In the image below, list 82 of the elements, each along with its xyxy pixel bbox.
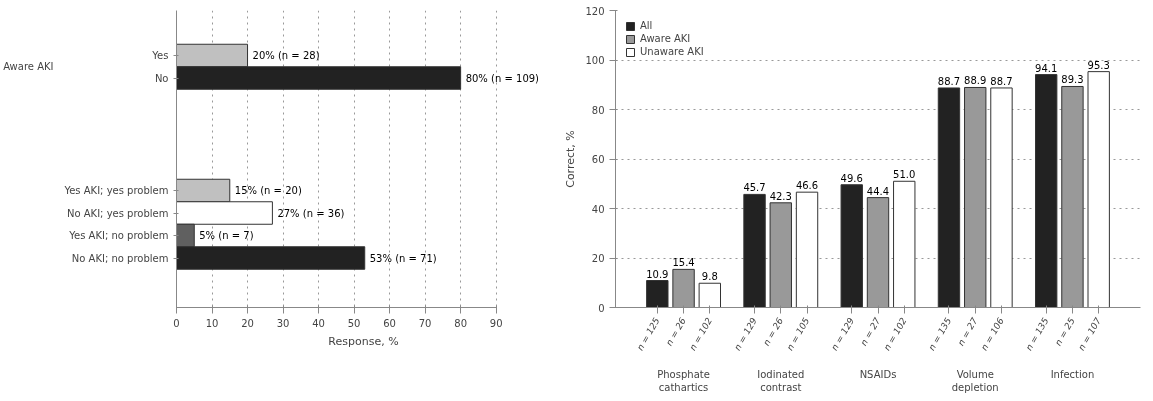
x-tick-label: 90 [489, 317, 503, 329]
data-label: 51.0 [893, 169, 916, 181]
text: n = 102 [881, 315, 909, 353]
bar [1035, 74, 1058, 308]
bar [646, 280, 669, 308]
x-tick-label: 10 [205, 317, 219, 329]
x-tick-label: 50 [347, 317, 361, 329]
x-tick-label: 60 [383, 317, 396, 329]
x-tick-label: 20 [241, 317, 254, 329]
text: n = 27 [858, 315, 883, 348]
data-label: 46.6 [795, 180, 819, 192]
x-tick-label: Volume depletion [951, 368, 999, 393]
text: n = 25 [1052, 315, 1077, 348]
data-label: 42.3 [769, 190, 792, 202]
data-label: 88.7 [937, 75, 961, 87]
data-label: 44.4 [866, 185, 890, 197]
bar [698, 282, 721, 308]
bar [840, 184, 863, 308]
y-tick-label: 0 [598, 302, 605, 314]
x-axis-title: Response, % [328, 334, 399, 348]
x-tick-label: NSAIDs [859, 368, 897, 380]
legend-label: Unaware AKI [640, 46, 704, 57]
bar [672, 268, 695, 308]
bar [743, 193, 766, 308]
data-label: 80% (n = 109) [465, 72, 540, 84]
y-tick-label: 120 [585, 5, 605, 17]
x-tick-label: 80 [454, 317, 468, 329]
data-label: 27% (n = 36) [277, 207, 345, 219]
x-tick-label: 70 [418, 317, 432, 329]
x-tick-label: 40 [312, 317, 325, 329]
y-tick-label: Yes AKI; yes problem [63, 185, 169, 196]
text: Aware AKI [3, 61, 54, 73]
text: n = 27 [955, 315, 980, 348]
x-tick-label: 30 [276, 317, 290, 329]
text: n = 26 [664, 315, 689, 348]
y-tick-label: 80 [591, 104, 605, 116]
data-label: 88.7 [990, 75, 1013, 87]
x-tick-label: Infection [1050, 368, 1095, 380]
text: n = 102 [687, 315, 715, 353]
legend-label: All [640, 20, 654, 31]
data-label: 9.8 [701, 271, 718, 283]
x-tick-label: Phosphate cathartics [657, 368, 710, 393]
x-tick-label: 0 [173, 317, 180, 329]
y-tick-label: 100 [585, 55, 605, 66]
bar [866, 197, 890, 308]
data-label: 53% (n = 71) [369, 252, 437, 264]
data-label: 15% (n = 20) [234, 185, 302, 196]
y-tick-label: Yes [151, 50, 169, 61]
data-label: 15.4 [672, 257, 695, 269]
y-tick-label: 20 [591, 253, 605, 264]
y-tick-label: Yes AKI; no problem [68, 230, 169, 241]
data-label: 94.1 [1035, 62, 1058, 74]
y-tick-label: 60 [591, 154, 605, 165]
y-tick-label: No AKI; yes problem [66, 207, 169, 219]
text: n = 125 [634, 315, 662, 353]
bar [893, 180, 916, 308]
y-tick-label: 40 [591, 203, 605, 215]
text: n = 135 [926, 315, 954, 353]
text: n = 129 [732, 315, 759, 353]
bar [795, 191, 819, 308]
bar [990, 87, 1013, 308]
bar [937, 87, 961, 308]
y-tick-label: No [154, 72, 169, 84]
y-axis-title: Correct, % [564, 130, 578, 188]
text: n = 107 [1076, 315, 1104, 353]
data-label: 10.9 [646, 268, 669, 280]
data-label: 89.3 [1061, 74, 1084, 86]
text: n = 106 [979, 315, 1006, 353]
y-tick-label: No AKI; no problem [71, 252, 169, 264]
legend-label: Aware AKI [640, 33, 691, 44]
text: n = 26 [761, 315, 786, 348]
text: n = 129 [829, 315, 857, 353]
text: n = 105 [784, 315, 812, 353]
data-label: 20% (n = 28) [252, 50, 320, 61]
data-label: 5% (n = 7) [199, 230, 254, 241]
x-tick-label: Iodinated contrast [757, 368, 805, 393]
data-label: 95.3 [1087, 59, 1110, 71]
data-label: 49.6 [840, 172, 863, 184]
data-label: 88.9 [964, 75, 987, 87]
bar [1087, 71, 1110, 308]
text: n = 135 [1023, 315, 1051, 353]
data-label: 45.7 [743, 182, 766, 194]
